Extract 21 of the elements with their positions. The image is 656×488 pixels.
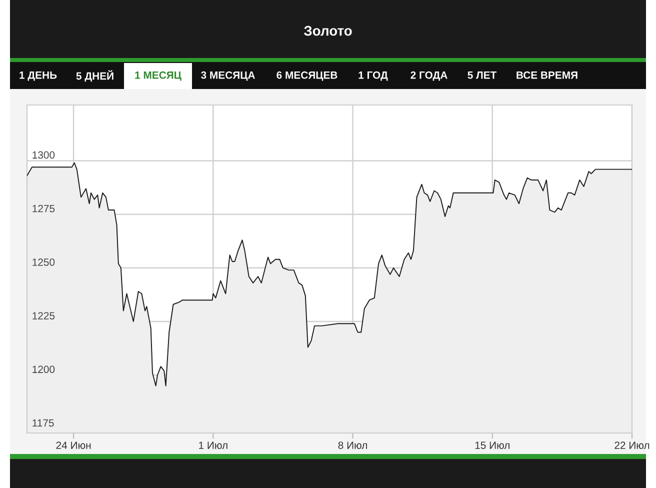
text: 3 МЕСЯЦА xyxy=(201,71,255,81)
y-tick-label: 1250 xyxy=(32,258,55,266)
y-tick-label: 1200 xyxy=(32,366,55,374)
text: 2 ГОДА xyxy=(410,71,448,81)
x-tick-label: 15 Июл xyxy=(475,442,510,449)
x-tick-label: 22 Июл xyxy=(614,442,650,449)
y-tick-label: 1225 xyxy=(32,312,55,320)
text: 5 ДНЕЙ xyxy=(76,70,114,82)
x-tick-label: 24 Июн xyxy=(56,442,91,449)
text: 1 МЕСЯЦ xyxy=(135,71,182,81)
text: 6 МЕСЯЦЕВ xyxy=(276,71,338,81)
y-tick-label: 1175 xyxy=(32,419,54,427)
y-tick-label: 1300 xyxy=(32,151,55,159)
x-tick-label: 8 Июл xyxy=(338,442,367,449)
y-tick-label: 1275 xyxy=(32,204,55,212)
x-tick-label: 1 Июл xyxy=(199,442,228,449)
text: 1 ДЕНЬ xyxy=(20,72,57,81)
chart-title: Золото xyxy=(304,26,352,36)
text: 1 ГОД xyxy=(358,71,388,81)
text: ВСЕ ВРЕМЯ xyxy=(516,71,578,79)
text: 5 ЛЕТ xyxy=(468,72,497,79)
